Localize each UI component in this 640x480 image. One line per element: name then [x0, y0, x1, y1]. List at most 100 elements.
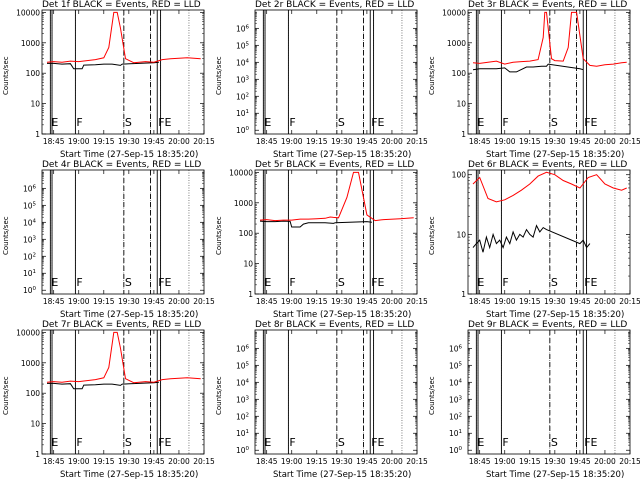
x-tick-label: 19:00: [281, 137, 303, 146]
x-axis-label: Start Time (27-Sep-15 18:35:20): [486, 150, 625, 160]
detector-panel: E F S FE 18:45 19:00 19:15 19:30 19:45 20:00 20:15…: [0, 160, 215, 320]
y-axis-label: Counts/sec: [2, 216, 10, 255]
y-tick-exponent: 0: [246, 446, 250, 452]
x-tick-label: 20:15: [406, 297, 428, 306]
y-tick-label: 104: [23, 218, 37, 227]
x-tick-label: 19:45: [569, 137, 591, 146]
events-series-line: [47, 61, 159, 70]
panel-title: Det 8r BLACK = Events, RED = LLD: [255, 320, 415, 330]
detector-panel: E F S FE 18:45 19:00 19:15 19:30 19:45 20:00 20:15…: [426, 160, 640, 320]
x-tick-label: 19:15: [306, 137, 328, 146]
x-tick-label: 19:30: [118, 137, 140, 146]
x-tick-label: 18:45: [469, 297, 491, 306]
y-tick-label: 1: [35, 130, 40, 139]
events-series-line: [472, 63, 584, 73]
panel-title: Det 6r BLACK = Events, RED = LLD: [468, 160, 628, 170]
marker-label: E: [51, 276, 58, 289]
x-tick-label: 19:30: [331, 297, 353, 306]
y-tick-exponent: 5: [246, 41, 250, 47]
y-tick-label: 102: [23, 252, 36, 261]
y-tick-label: 105: [236, 41, 250, 50]
x-tick-label: 19:45: [143, 297, 165, 306]
y-tick-exponent: 1: [33, 269, 37, 275]
x-tick-label: 20:00: [381, 137, 403, 146]
marker-label: F: [76, 116, 82, 129]
x-tick-label: 19:45: [569, 457, 591, 466]
y-tick-label: 100: [236, 126, 250, 135]
y-tick-exponent: 3: [33, 235, 37, 241]
plot-frame: [41, 169, 205, 295]
y-axis-label: Counts/sec: [2, 376, 10, 415]
chart-svg: E F S FE 18:45 19:00 19:15 19:30 19:45 20:00 20:15…: [442, 8, 640, 146]
panel-title: Det 5r BLACK = Events, RED = LLD: [255, 160, 415, 170]
marker-label: F: [76, 436, 82, 449]
y-tick-label: 1: [248, 290, 253, 299]
y-tick-label: 103: [23, 235, 37, 244]
marker-label: FE: [584, 276, 597, 289]
y-tick-label: 100: [236, 446, 250, 455]
x-tick-label: 20:00: [594, 297, 616, 306]
y-tick-label: 106: [236, 24, 250, 33]
detector-panel: E F S FE 18:45 19:00 19:15 19:30 19:45 20:00 20:15…: [0, 0, 215, 160]
x-axis-label: Start Time (27-Sep-15 18:35:20): [486, 470, 625, 480]
y-tick-exponent: 6: [33, 184, 37, 190]
x-tick-label: 20:00: [381, 457, 403, 466]
panel-title: Det 9r BLACK = Events, RED = LLD: [468, 320, 628, 330]
y-tick-label: 10: [30, 100, 40, 109]
marker-label: FE: [371, 436, 384, 449]
y-tick-exponent: 4: [33, 218, 37, 224]
y-tick-label: 105: [449, 361, 463, 370]
marker-label: FE: [584, 116, 597, 129]
y-tick-label: 105: [236, 361, 250, 370]
x-tick-label: 18:45: [469, 137, 491, 146]
y-tick-label: 1000: [21, 39, 40, 48]
marker-label: S: [338, 276, 345, 289]
marker-label: E: [51, 436, 58, 449]
x-tick-label: 19:00: [281, 297, 303, 306]
x-tick-label: 18:45: [256, 297, 278, 306]
y-tick-exponent: 1: [459, 429, 463, 435]
y-tick-exponent: 2: [246, 92, 250, 98]
marker-label: S: [551, 276, 558, 289]
y-tick-label: 10000: [16, 8, 40, 17]
panel-title: Det 4r BLACK = Events, RED = LLD: [42, 160, 202, 170]
plot-frame: [41, 329, 205, 455]
y-tick-label: 10: [30, 420, 40, 429]
plot-frame: [467, 9, 631, 135]
panel-title: Det 2r BLACK = Events, RED = LLD: [255, 0, 415, 10]
x-tick-label: 19:15: [519, 297, 541, 306]
x-axis-label: Start Time (27-Sep-15 18:35:20): [273, 310, 412, 320]
x-axis-label: Start Time (27-Sep-15 18:35:20): [60, 150, 199, 160]
y-tick-label: 101: [236, 109, 249, 118]
x-tick-label: 19:15: [93, 297, 115, 306]
chart-svg: E F S FE 18:45 19:00 19:15 19:30 19:45 20:00 20:15…: [229, 168, 428, 306]
y-tick-label: 102: [236, 92, 249, 101]
y-tick-exponent: 6: [246, 344, 250, 350]
y-tick-label: 10: [456, 230, 466, 239]
x-axis-label: Start Time (27-Sep-15 18:35:20): [486, 310, 625, 320]
y-tick-label: 106: [236, 344, 250, 353]
x-tick-label: 20:15: [619, 457, 640, 466]
marker-label: FE: [371, 116, 384, 129]
y-tick-label: 101: [449, 429, 462, 438]
y-tick-label: 10: [243, 260, 253, 269]
x-tick-label: 19:30: [331, 457, 353, 466]
y-tick-exponent: 4: [246, 378, 250, 384]
x-tick-label: 19:45: [356, 457, 378, 466]
detector-panel: E F S FE 18:45 19:00 19:15 19:30 19:45 20:00 20:15…: [0, 320, 215, 480]
y-tick-label: 106: [23, 184, 37, 193]
marker-label: S: [338, 116, 345, 129]
y-tick-exponent: 0: [33, 286, 37, 292]
x-tick-label: 19:00: [494, 137, 516, 146]
marker-label: F: [502, 116, 508, 129]
x-tick-label: 18:45: [43, 297, 65, 306]
lld-series-line: [472, 171, 627, 203]
x-tick-label: 19:15: [519, 137, 541, 146]
x-tick-label: 20:00: [168, 137, 190, 146]
panel-title: Det 3r BLACK = Events, RED = LLD: [468, 0, 628, 10]
chart-svg: E F S FE 18:45 19:00 19:15 19:30 19:45 20:00 20:15…: [23, 169, 215, 306]
detector-panel: E F S FE 18:45 19:00 19:15 19:30 19:45 20:00 20:15…: [213, 0, 428, 160]
y-tick-label: 102: [449, 412, 462, 421]
events-series-line: [472, 224, 591, 253]
